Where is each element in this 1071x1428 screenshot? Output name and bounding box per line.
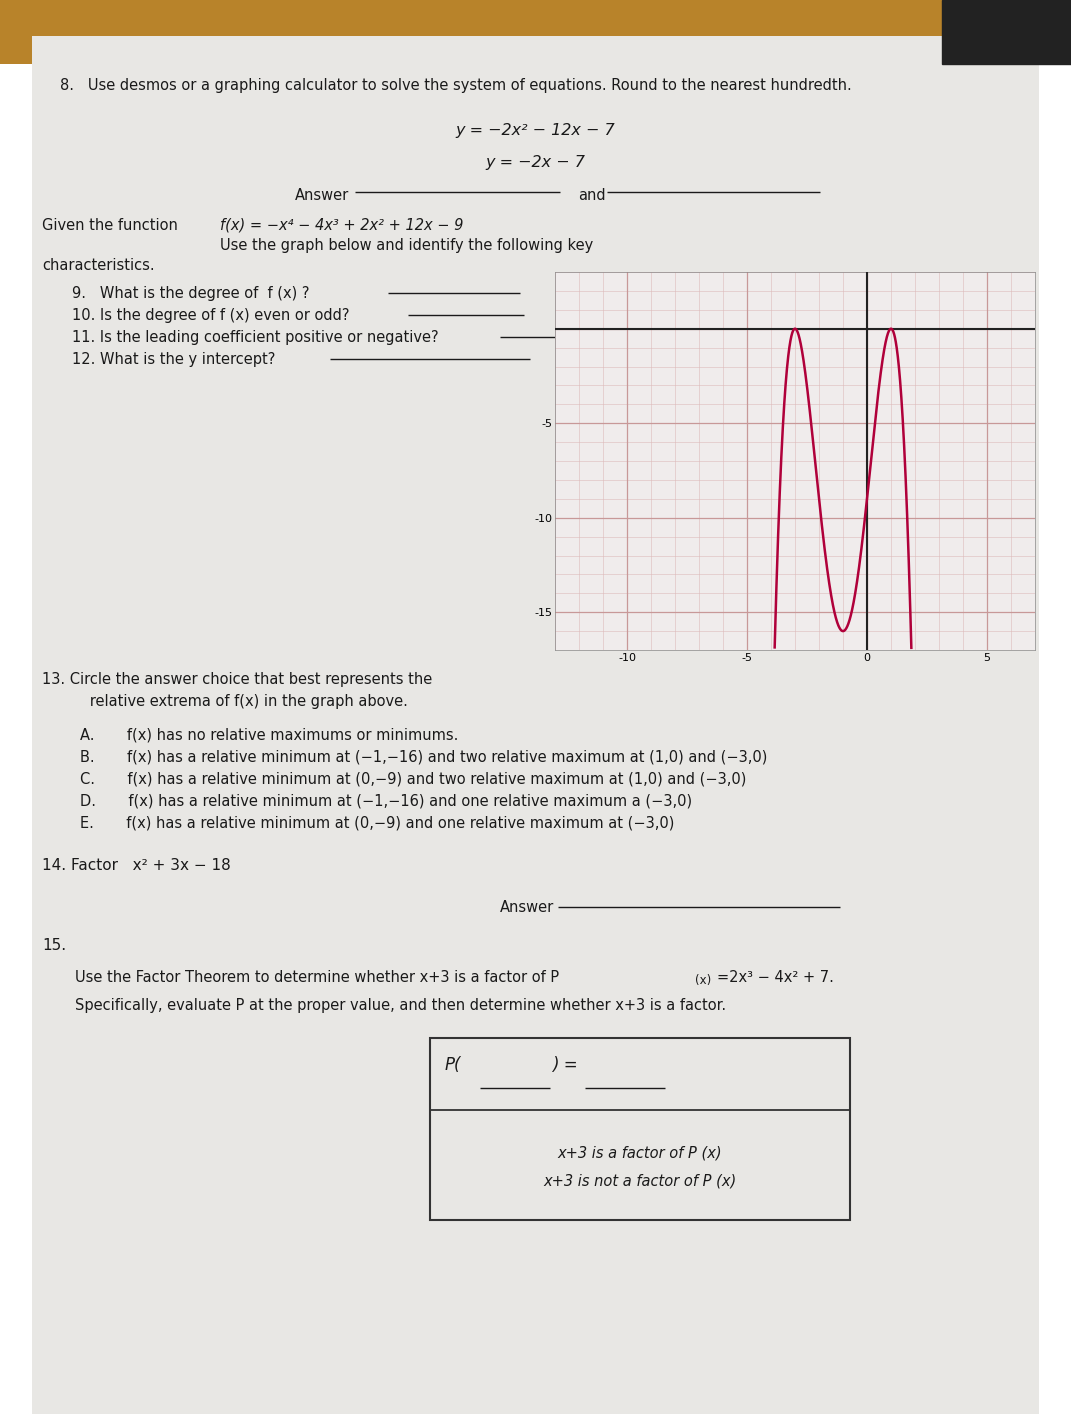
Text: A.       f(x) has no relative maximums or minimums.: A. f(x) has no relative maximums or mini… — [80, 728, 458, 743]
Text: Specifically, evaluate P at the proper value, and then determine whether x+3 is : Specifically, evaluate P at the proper v… — [75, 998, 726, 1012]
Text: 8.   Use desmos or a graphing calculator to solve the system of equations. Round: 8. Use desmos or a graphing calculator t… — [60, 79, 851, 93]
Text: B.       f(x) has a relative minimum at (−1,−16) and two relative maximum at (1,: B. f(x) has a relative minimum at (−1,−1… — [80, 750, 768, 765]
Text: f(x) = −x⁴ − 4x³ + 2x² + 12x − 9: f(x) = −x⁴ − 4x³ + 2x² + 12x − 9 — [220, 218, 464, 233]
Text: 15.: 15. — [42, 938, 66, 952]
Text: (x): (x) — [695, 974, 711, 987]
Text: 13. Circle the answer choice that best represents the: 13. Circle the answer choice that best r… — [42, 673, 433, 687]
Text: D.       f(x) has a relative minimum at (−1,−16) and one relative maximum a (−3,: D. f(x) has a relative minimum at (−1,−1… — [80, 794, 692, 810]
Text: relative extrema of f(x) in the graph above.: relative extrema of f(x) in the graph ab… — [62, 694, 408, 708]
Text: Use the Factor Theorem to determine whether x+3 is a factor of P: Use the Factor Theorem to determine whet… — [75, 970, 559, 985]
Text: y = −2x − 7: y = −2x − 7 — [485, 156, 585, 170]
Text: 12. What is the y intercept?: 12. What is the y intercept? — [72, 351, 275, 367]
Text: =2x³ − 4x² + 7.: =2x³ − 4x² + 7. — [716, 970, 834, 985]
Text: Use the graph below and identify the following key: Use the graph below and identify the fol… — [220, 238, 593, 253]
Text: 14. Factor   x² + 3x − 18: 14. Factor x² + 3x − 18 — [42, 858, 230, 873]
Polygon shape — [942, 0, 1071, 64]
Text: 11. Is the leading coefficient positive or negative?: 11. Is the leading coefficient positive … — [72, 330, 439, 346]
Text: P(: P( — [444, 1055, 462, 1074]
Text: Answer: Answer — [500, 900, 555, 915]
Text: ) =: ) = — [552, 1055, 577, 1074]
Text: and: and — [578, 188, 605, 203]
Text: y = −2x² − 12x − 7: y = −2x² − 12x − 7 — [455, 123, 615, 139]
Text: x+3 is a factor of P (x): x+3 is a factor of P (x) — [558, 1147, 722, 1161]
Text: 9.   What is the degree of  f (x) ?: 9. What is the degree of f (x) ? — [72, 286, 310, 301]
Bar — [0, 0, 1071, 64]
Text: 10. Is the degree of f (x) even or odd?: 10. Is the degree of f (x) even or odd? — [72, 308, 349, 323]
Text: E.       f(x) has a relative minimum at (0,−9) and one relative maximum at (−3,0: E. f(x) has a relative minimum at (0,−9)… — [80, 815, 675, 831]
Text: Given the function: Given the function — [42, 218, 187, 233]
Text: characteristics.: characteristics. — [42, 258, 154, 273]
Text: C.       f(x) has a relative minimum at (0,−9) and two relative maximum at (1,0): C. f(x) has a relative minimum at (0,−9)… — [80, 773, 746, 787]
Text: Answer: Answer — [295, 188, 349, 203]
Text: x+3 is not a factor of P (x): x+3 is not a factor of P (x) — [543, 1174, 737, 1190]
